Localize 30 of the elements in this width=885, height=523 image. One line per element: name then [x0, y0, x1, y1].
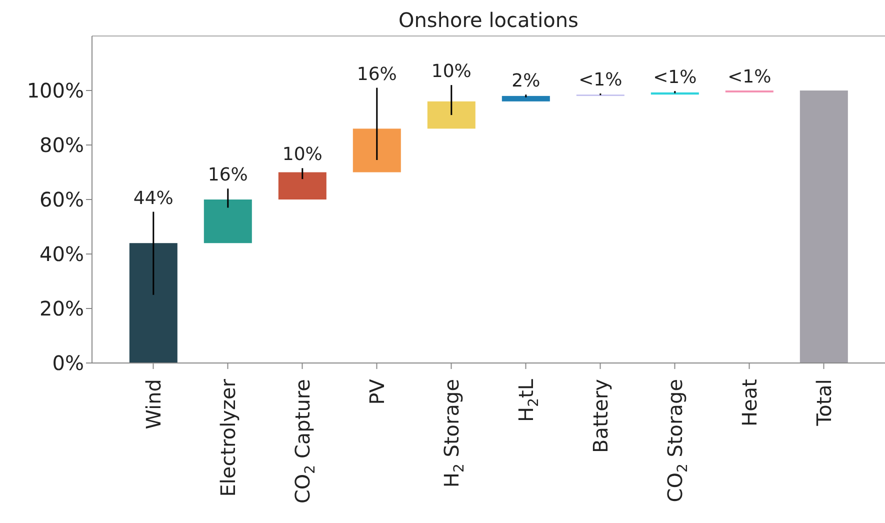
y-tick-label: 100%: [26, 78, 84, 103]
y-tick-label: 0%: [52, 351, 84, 376]
data-label: <1%: [578, 69, 622, 90]
bar: [502, 96, 550, 102]
y-tick-label: 40%: [40, 242, 84, 266]
data-label: 2%: [512, 70, 540, 92]
bar: [800, 90, 848, 363]
x-tick-label: Battery: [588, 378, 612, 454]
data-label: <1%: [653, 67, 697, 88]
data-label: 16%: [208, 164, 248, 186]
x-tick-label: Electrolyzer: [216, 378, 240, 497]
data-label: 16%: [356, 64, 397, 85]
data-label: 10%: [282, 144, 322, 166]
data-label: 44%: [133, 188, 174, 209]
x-tick-label: Total: [812, 379, 836, 427]
y-tick-label: 80%: [40, 133, 84, 158]
x-tick-label: Heat: [737, 378, 762, 426]
bar: [427, 101, 476, 129]
data-label: 10%: [431, 61, 472, 82]
x-tick-label: Wind: [141, 379, 166, 430]
bar: [650, 92, 699, 95]
chart-title: Onshore locations: [398, 8, 580, 32]
bar: [204, 200, 252, 244]
x-tick-label: PV: [364, 378, 389, 405]
bar: [352, 128, 401, 172]
y-tick-label: 60%: [40, 188, 84, 212]
y-tick-label: 20%: [40, 296, 84, 321]
bar: [129, 243, 178, 363]
data-label: <1%: [728, 66, 772, 88]
bar: [278, 172, 326, 200]
